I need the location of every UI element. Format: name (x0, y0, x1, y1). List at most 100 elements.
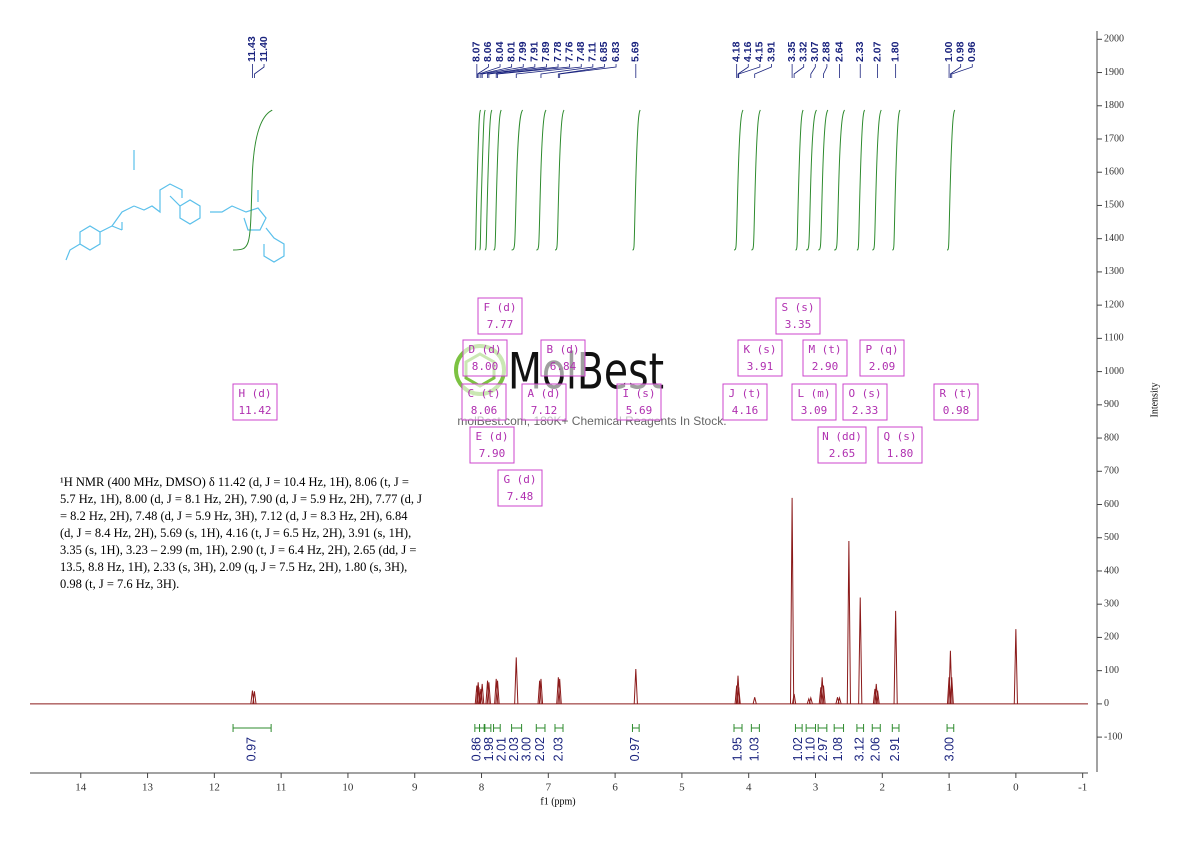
integral-bracket (535, 724, 546, 732)
integral-label: 0.97 (628, 737, 642, 761)
integral-label: 2.03 (507, 737, 521, 761)
peak (538, 678, 544, 704)
y-tick-label: 1200 (1104, 299, 1124, 310)
integral-label: 2.03 (551, 737, 565, 761)
integral-bracket (554, 724, 564, 732)
multiplet-name: L (m) (797, 387, 830, 400)
peak (537, 680, 542, 704)
multiplet-name: O (s) (848, 387, 881, 400)
integral-label: 2.06 (869, 737, 883, 761)
peak-pick-line (477, 64, 489, 78)
peak-pick-label: 11.40 (258, 36, 270, 62)
integral-curve (632, 109, 641, 251)
integral-label: 1.02 (791, 737, 805, 761)
peak-pick-line (495, 64, 559, 78)
integral-label: 1.03 (748, 737, 762, 761)
peak-pick-label: 5.69 (630, 41, 642, 62)
peak (752, 697, 757, 704)
integral-curve (834, 109, 845, 251)
multiplet-name: B (d) (546, 343, 579, 356)
y-tick-label: 900 (1104, 399, 1119, 410)
multiplet-shift: 3.09 (801, 404, 828, 417)
peak (808, 695, 813, 705)
integral-label: 2.01 (494, 737, 508, 761)
peak-pick-label: 3.35 (786, 41, 798, 62)
peak-pick-label: 3.07 (809, 41, 821, 62)
peak-pick-label: 6.85 (598, 41, 610, 62)
y-tick-label: 1100 (1104, 333, 1124, 344)
multiplet-name: M (t) (808, 343, 841, 356)
peak-pick-line (950, 64, 962, 78)
integral-label: 1.08 (831, 737, 845, 761)
x-tick-label: 7 (546, 782, 552, 794)
peak-pick-label: 3.32 (797, 41, 809, 62)
peak (494, 678, 499, 704)
integral-curve (892, 109, 901, 251)
multiplet-box (859, 339, 905, 377)
integral-curve (484, 109, 493, 251)
peak-pick-line (754, 64, 772, 78)
peak (736, 687, 741, 704)
peak-pick-label: 11.43 (246, 36, 258, 62)
integral-bracket (817, 724, 828, 732)
integral-curve (511, 109, 524, 251)
integral-bracket (733, 724, 743, 732)
peak-pick-line (480, 64, 513, 78)
peak-pick-label: 0.96 (966, 41, 978, 62)
multiplet-box (817, 426, 867, 464)
y-tick-label: 800 (1104, 432, 1119, 443)
peak-pick-line (738, 64, 761, 78)
peak (633, 668, 638, 704)
multiplet-name: G (d) (503, 473, 536, 486)
peak-pick-label: 3.91 (765, 41, 777, 62)
integral-bracket (946, 724, 955, 732)
y-tick-label: 1600 (1104, 167, 1124, 178)
integral-bracket (232, 724, 272, 732)
multiplet-name: J (t) (728, 387, 761, 400)
peak (1013, 629, 1018, 704)
multiplet-name: A (d) (527, 387, 560, 400)
multiplet-shift: 11.42 (238, 404, 271, 417)
integral-bracket (805, 724, 816, 732)
integral-curve (806, 109, 817, 251)
peak-pick-line (793, 64, 805, 78)
peak-pick-label: 7.89 (540, 41, 552, 62)
integral-bracket (750, 724, 760, 732)
integral-bracket (511, 724, 523, 732)
peak (837, 695, 842, 705)
peak-pick-label: 8.04 (494, 41, 506, 62)
multiplet-shift: 2.09 (869, 360, 896, 373)
peak-pick-line (487, 64, 536, 78)
peak-pick-label: 4.16 (742, 41, 754, 62)
integral-bracket (474, 724, 481, 732)
x-tick-label: 13 (142, 782, 154, 794)
multiplet-box (802, 339, 848, 377)
x-tick-label: 4 (746, 782, 752, 794)
x-tick-label: 0 (1013, 782, 1019, 794)
integral-curve (872, 109, 882, 251)
peak (252, 691, 257, 704)
peak (946, 677, 952, 704)
integral-bracket (891, 724, 900, 732)
peak (514, 657, 519, 704)
x-tick-label: 3 (813, 782, 819, 794)
x-axis-label: f1 (ppm) (540, 796, 575, 807)
peak (846, 541, 851, 704)
multiplet-name: S (s) (781, 301, 814, 314)
peak (820, 677, 825, 704)
x-tick-label: 8 (479, 782, 485, 794)
y-axis-label: Intensity (1149, 383, 1160, 418)
multiplet-box (842, 383, 888, 421)
multiplet-shift: 2.65 (829, 447, 856, 460)
integral-curve (493, 109, 502, 251)
y-tick-label: 1400 (1104, 233, 1124, 244)
x-tick-label: 5 (679, 782, 685, 794)
peak-pick-label: 7.78 (552, 41, 564, 62)
peak-pick-line (478, 64, 501, 78)
integral-curve (474, 109, 481, 251)
multiplet-name: Q (s) (883, 430, 916, 443)
multiplet-name: F (d) (483, 301, 516, 314)
integral-curve (536, 109, 547, 251)
peak (486, 682, 491, 704)
